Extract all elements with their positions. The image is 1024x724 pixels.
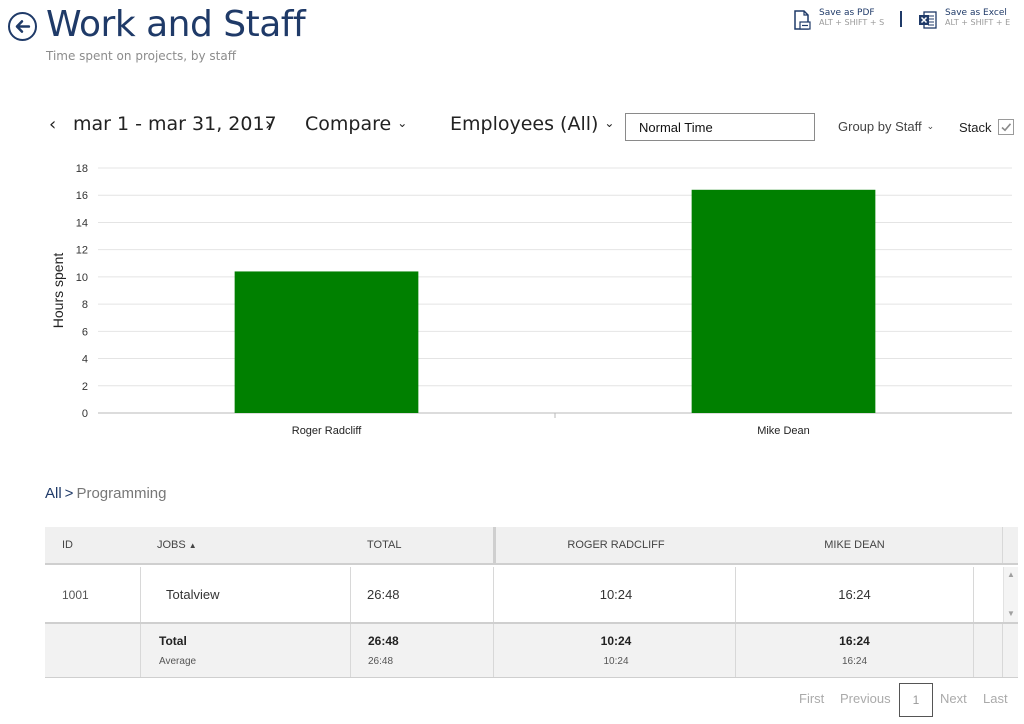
save-pdf-button[interactable]: Save as PDF ALT + SHIFT + S [792,8,884,30]
x-tick-label: Roger Radcliff [292,425,362,437]
totals-mike-dean-cell: 16:24 16:24 [736,624,973,677]
column-divider [973,567,974,622]
col-header-jobs[interactable]: JOBS ▲ [157,527,197,563]
average-mike-dean: 16:24 [841,656,868,667]
y-tick-label: 10 [76,272,88,284]
table-row[interactable]: 1001 Totalview 26:48 10:24 16:24 [45,567,1018,622]
column-divider [1002,527,1003,563]
column-divider [140,567,141,622]
column-divider [735,567,736,622]
col-header-jobs-label: JOBS [157,539,186,551]
totals-label-cell: Total Average [159,624,196,677]
chevron-down-icon: ⌄ [926,121,935,131]
y-tick-label: 4 [82,354,88,366]
total-mike-dean: 16:24 [839,634,870,648]
total-value: 26:48 [368,634,399,648]
col-header-total[interactable]: TOTAL [367,539,402,551]
row-total: 26:48 [367,587,400,602]
row-mike-dean: 16:24 [838,587,871,602]
total-label: Total [159,634,187,648]
next-period-button[interactable]: › [265,114,273,135]
table-totals-row: Total Average 26:48 26:48 10:24 10:24 16… [45,622,1018,678]
employees-dropdown[interactable]: Employees (All) ⌄ [450,113,614,135]
stack-label: Stack [959,120,992,135]
col-header-id[interactable]: ID [62,539,73,551]
column-divider [973,624,974,677]
column-divider [350,567,351,622]
x-tick-label: Mike Dean [757,425,810,437]
bar [234,271,419,413]
y-tick-label: 6 [82,326,88,338]
col-header-roger-radcliff[interactable]: ROGER RADCLIFF [567,539,665,551]
total-average: 26:48 [368,656,394,667]
totals-roger-radcliff-cell: 10:24 10:24 [496,624,736,677]
employees-label: Employees (All) [450,113,599,135]
page-subtitle: Time spent on projects, by staff [46,49,236,63]
column-divider [493,567,494,622]
pager-next[interactable]: Next [940,691,967,706]
breadcrumb-all[interactable]: All [45,485,62,502]
breadcrumb: All > Programming [45,485,166,502]
export-divider [900,11,902,27]
scroll-up-icon[interactable]: ▲ [1007,570,1015,579]
prev-period-button[interactable]: ‹ [49,114,57,135]
pager-previous[interactable]: Previous [840,691,891,706]
row-id: 1001 [62,587,89,602]
filter-bar: ‹ mar 1 - mar 31, 2017 › Compare ⌄ Employ… [0,112,1024,142]
column-divider [1002,624,1003,677]
checkmark-icon [1001,123,1012,132]
group-by-label: Group by Staff [838,119,922,134]
chevron-down-icon: ⌄ [604,116,615,130]
column-divider [493,527,496,563]
stack-checkbox[interactable] [998,119,1014,135]
date-range-picker[interactable]: mar 1 - mar 31, 2017 [73,113,277,135]
column-divider [493,624,494,677]
save-excel-shortcut: ALT + SHIFT + E [945,18,1011,27]
y-tick-label: 8 [82,299,88,311]
column-divider [735,624,736,677]
back-button[interactable] [8,12,37,41]
y-tick-label: 2 [82,381,88,393]
sort-asc-icon: ▲ [188,540,197,550]
row-roger-radcliff: 10:24 [599,587,633,602]
group-by-dropdown[interactable]: Group by Staff ⌄ [838,119,934,134]
save-pdf-label: Save as PDF [819,8,875,18]
table-scrollbar[interactable]: ▲ ▼ [1003,567,1018,622]
pager-first[interactable]: First [799,691,825,706]
table-header: ID JOBS ▲ TOTAL ROGER RADCLIFF MIKE DEAN [45,527,1018,565]
pdf-file-icon [794,10,811,30]
excel-file-icon [919,11,937,29]
row-job[interactable]: Totalview [166,587,220,602]
y-tick-label: 0 [82,408,88,420]
y-axis-label: Hours spent [50,253,66,329]
average-label: Average [159,656,197,667]
hours-bar-chart: 0 2 4 6 8 10 12 14 16 18 Hours spent Roger Radcliff… [50,163,1012,437]
y-tick-label: 12 [76,245,88,257]
scroll-down-icon[interactable]: ▼ [1007,609,1015,618]
y-tick-label: 16 [76,190,88,202]
pager-current-page[interactable]: 1 [899,683,933,717]
bar [691,189,876,413]
totals-total-cell: 26:48 26:48 [368,624,399,677]
page-title: Work and Staff [46,4,306,45]
y-tick-label: 14 [76,217,88,229]
time-type-select[interactable]: Normal Time [625,113,815,141]
save-pdf-shortcut: ALT + SHIFT + S [819,18,885,27]
save-excel-button[interactable]: Save as Excel ALT + SHIFT + E [918,8,1010,30]
y-tick-label: 18 [76,163,88,175]
column-divider [140,624,141,677]
total-roger-radcliff: 10:24 [600,634,632,648]
compare-label: Compare [305,113,392,135]
chevron-down-icon: ⌄ [397,116,408,130]
pagination: First Previous 1 Next Last [0,683,1024,717]
average-roger-radcliff: 10:24 [603,656,629,667]
arrow-left-icon [15,20,31,33]
pager-last[interactable]: Last [983,691,1008,706]
column-divider [350,624,351,677]
compare-dropdown[interactable]: Compare ⌄ [305,113,407,135]
col-header-mike-dean[interactable]: MIKE DEAN [824,539,885,551]
save-excel-label: Save as Excel [945,8,1007,18]
breadcrumb-current: Programming [76,485,167,502]
breadcrumb-separator: > [64,485,74,502]
